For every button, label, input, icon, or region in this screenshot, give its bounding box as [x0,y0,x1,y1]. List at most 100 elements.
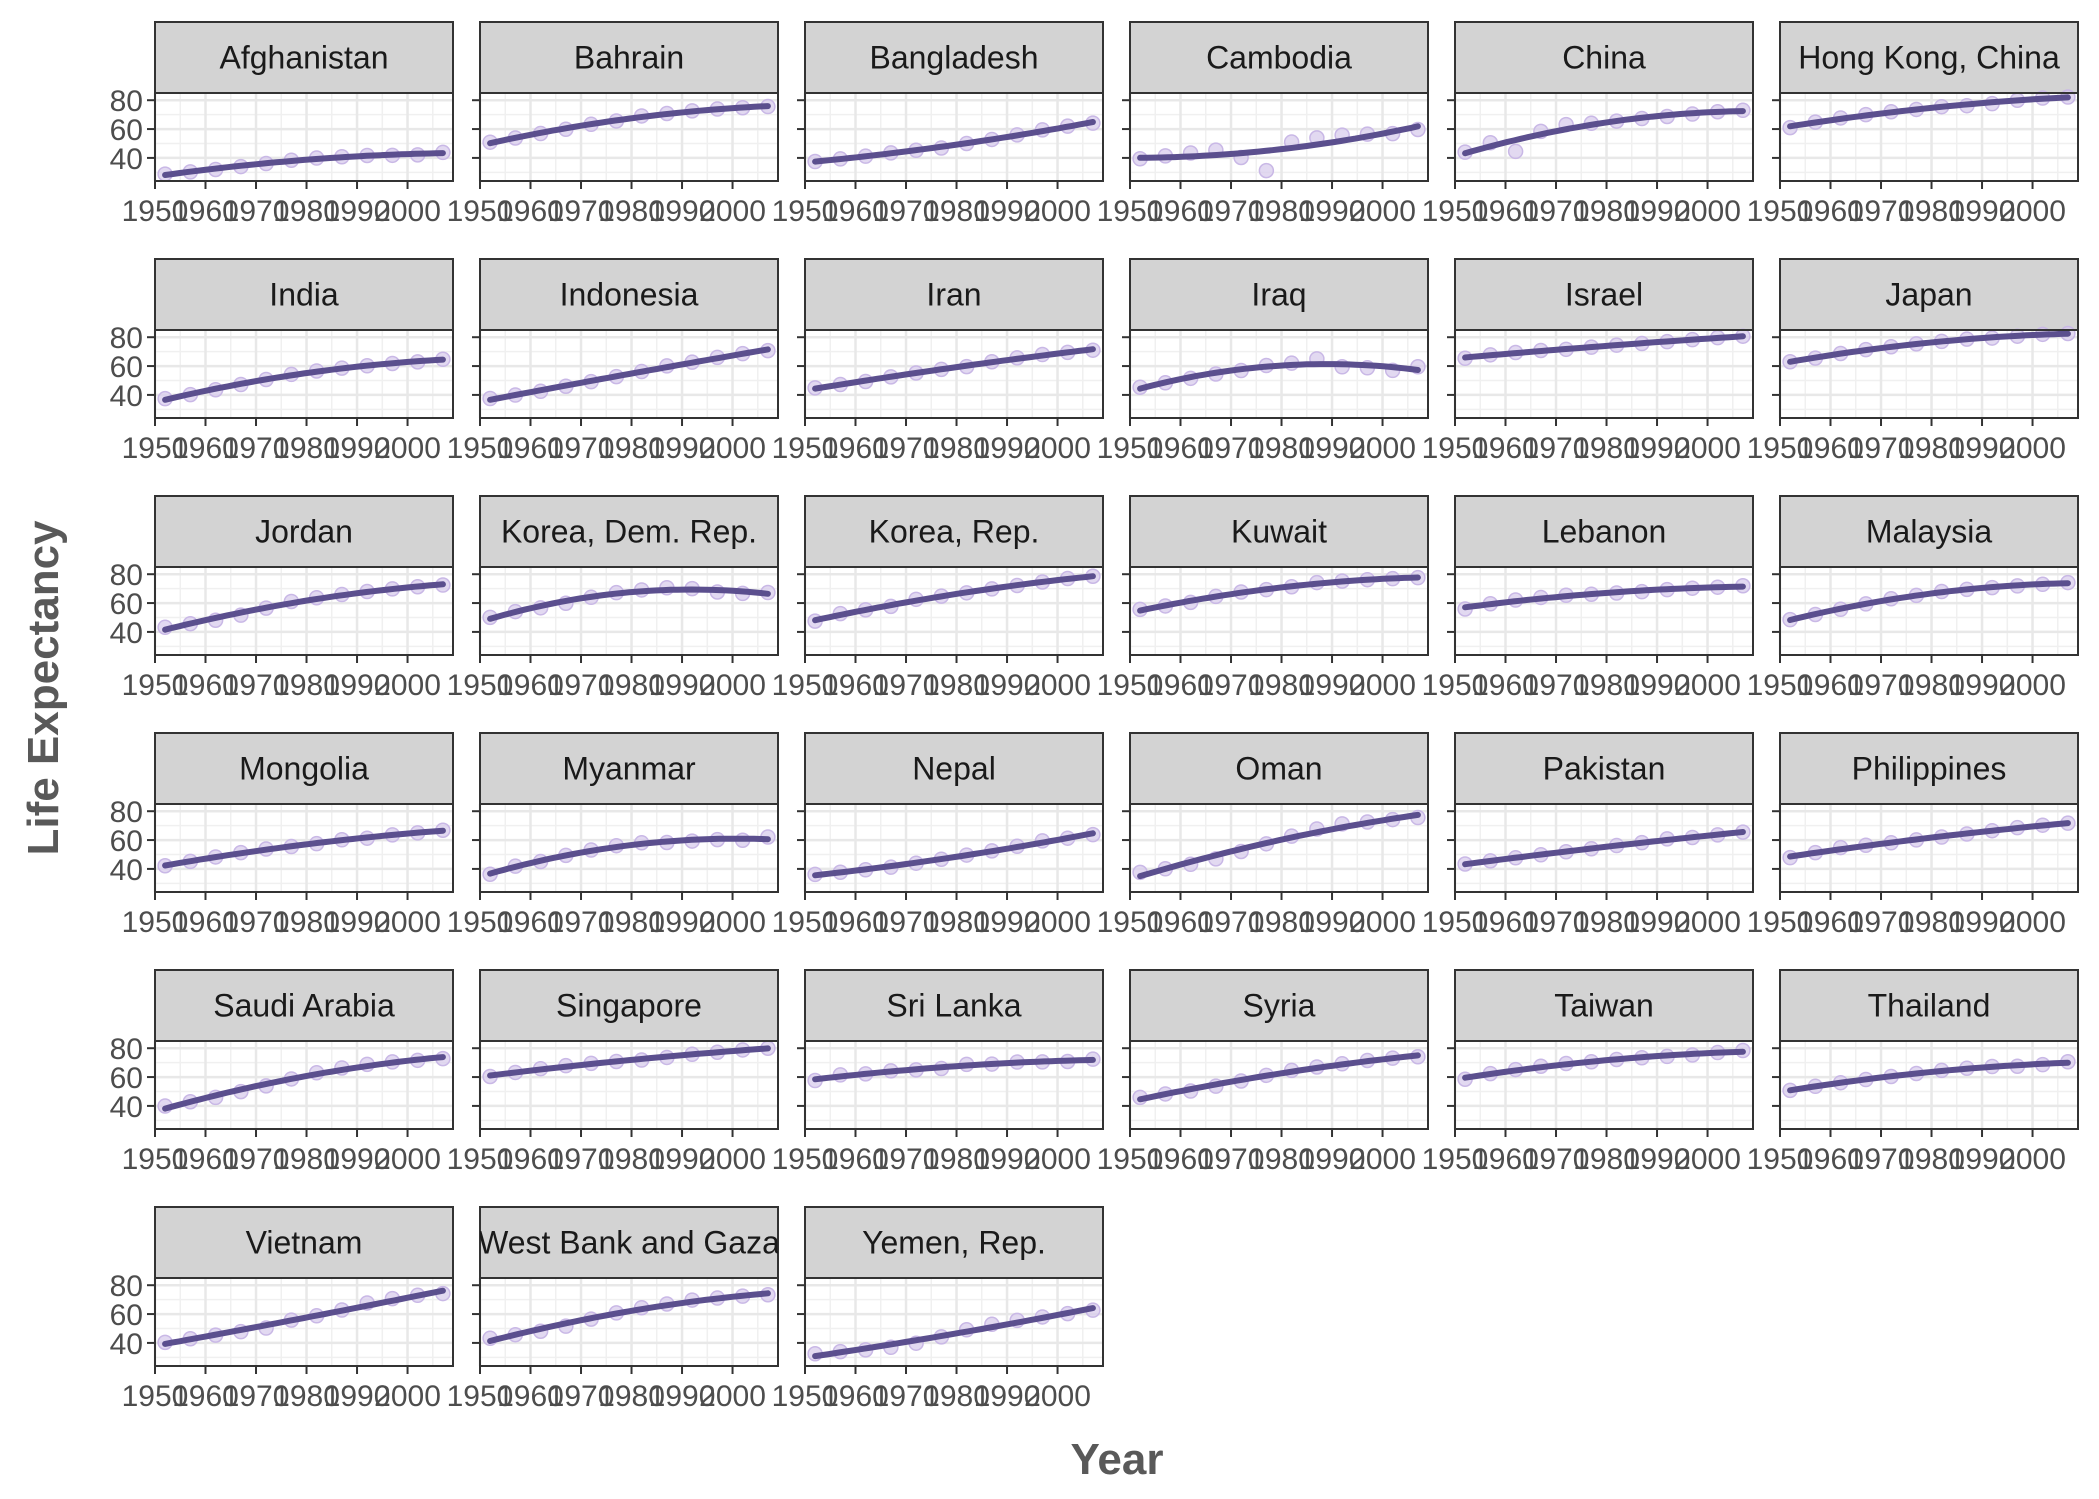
x-tick-label: 1990 [1949,432,2016,465]
x-tick-label: 1980 [923,195,990,228]
x-tick-label: 1980 [1573,906,1640,939]
facet-strip-label: Taiwan [1554,988,1654,1024]
facet-strip-label: Kuwait [1231,514,1327,550]
x-tick-label: 1990 [1949,1143,2016,1176]
x-tick-label: 1980 [598,195,665,228]
facet-strip-label: Bahrain [574,40,684,76]
panel-border [804,1277,1104,1367]
x-tick-label: 1950 [772,1143,839,1176]
smooth-line [1787,580,2071,623]
x-tick-label: 1950 [122,906,189,939]
facet-strip [154,495,454,568]
x-tick-label: 1950 [772,669,839,702]
facet-strip [154,732,454,805]
x-tick-label: 1950 [772,195,839,228]
x-tick-label: 1970 [1523,669,1590,702]
facet-strip-label: Singapore [556,988,702,1024]
data-point [1507,143,1524,160]
x-tick-label: 1960 [172,195,239,228]
x-tick-label: 1980 [923,1143,990,1176]
smooth-line [1137,123,1421,161]
x-tick-label: 1990 [1299,432,1366,465]
x-tick-label: 1970 [223,432,290,465]
facet-panel: West Bank and Gaza 1950196019701980199020… [447,1206,779,1413]
x-tick-label: 2000 [1674,669,1741,702]
x-tick-label: 2000 [374,669,441,702]
x-tick-label: 1970 [1848,432,1915,465]
x-tick-label: 1980 [1248,195,1315,228]
x-tick-label: 1950 [122,1143,189,1176]
facet-strip [1779,21,2079,94]
facet-strip [154,1206,454,1279]
smooth-line [1787,94,2071,130]
x-tick-label: 1960 [497,906,564,939]
x-tick-label: 1990 [649,669,716,702]
x-tick-label: 1960 [1472,195,1539,228]
panel-border [804,566,1104,656]
smooth-line [812,119,1096,165]
x-tick-label: 1980 [1248,669,1315,702]
x-tick-label: 2000 [374,432,441,465]
x-tick-label: 1990 [1624,669,1691,702]
panel-border [154,1277,454,1367]
x-tick-label: 1950 [1097,906,1164,939]
x-tick-label: 1970 [223,669,290,702]
x-tick-label: 1970 [1198,195,1265,228]
x-tick-label: 1970 [223,906,290,939]
x-tick-label: 1980 [923,669,990,702]
x-tick-label: 1980 [1898,432,1965,465]
facet-strip [1779,258,2079,331]
x-tick-label: 2000 [1349,669,1416,702]
x-tick-label: 1990 [1624,432,1691,465]
x-tick-label: 1960 [1147,906,1214,939]
x-tick-label: 1980 [1573,669,1640,702]
x-tick-label: 1970 [1198,1143,1265,1176]
panel-border [479,1277,779,1367]
facet-strip [154,258,454,331]
facet-strip-label: Bangladesh [869,40,1038,76]
x-tick-label: 2000 [1999,669,2066,702]
x-tick-label: 1960 [1147,432,1214,465]
facet-strip [804,969,1104,1042]
x-tick-label: 1970 [873,1380,940,1413]
x-tick-label: 2000 [1999,432,2066,465]
facet-strip-label: Lebanon [1542,514,1667,550]
smooth-line [812,573,1096,624]
facet-strip [1454,258,1754,331]
y-tick-label: 60 [110,1299,143,1332]
x-tick-label: 1980 [273,432,340,465]
facet-strip [154,969,454,1042]
facet-strip-label: Syria [1243,988,1316,1024]
x-tick-label: 1950 [1747,1143,1814,1176]
x-tick-label: 1980 [923,1380,990,1413]
facet-strip-label: Indonesia [560,277,699,313]
x-tick-label: 1950 [1097,1143,1164,1176]
x-tick-label: 1980 [1898,906,1965,939]
x-tick-label: 1960 [1797,906,1864,939]
facet-strip-label: Saudi Arabia [213,988,395,1024]
smooth-line [1787,330,2071,365]
x-tick-label: 1960 [172,669,239,702]
x-tick-label: 1980 [1248,432,1315,465]
smooth-line [1462,333,1746,361]
x-tick-label: 1980 [598,1380,665,1413]
x-tick-label: 1960 [1797,669,1864,702]
facet-strip-label: Japan [1885,277,1972,313]
facet-strip-label: Cambodia [1206,40,1352,76]
x-tick-label: 1950 [122,432,189,465]
x-tick-label: 1960 [1472,432,1539,465]
smooth-line [487,103,771,147]
x-tick-label: 1990 [1299,1143,1366,1176]
x-tick-label: 1980 [598,1143,665,1176]
x-tick-label: 2000 [699,906,766,939]
y-tick-label: 40 [110,1328,143,1361]
